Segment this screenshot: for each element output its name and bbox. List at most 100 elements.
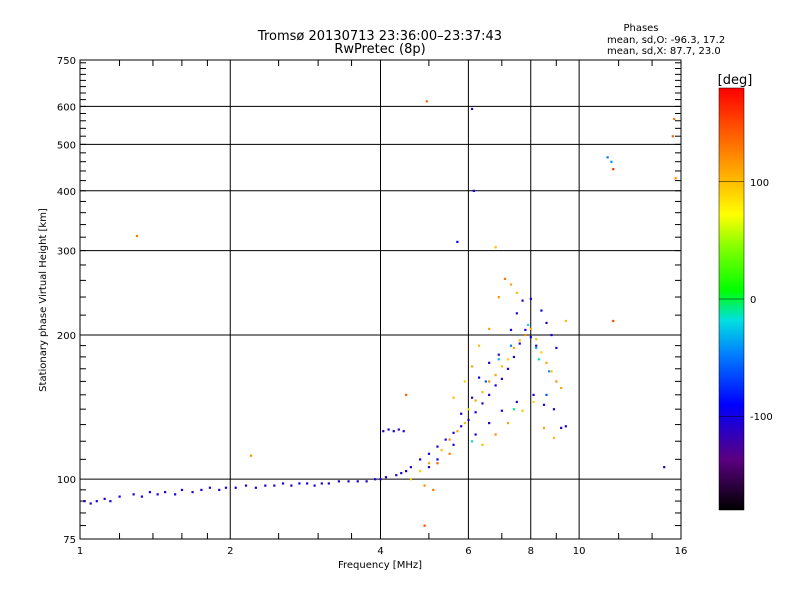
data-point — [673, 117, 676, 121]
data-point — [497, 296, 500, 299]
data-point — [452, 443, 455, 446]
x-tick-label: 2 — [227, 546, 233, 557]
data-point — [555, 380, 558, 383]
data-point — [135, 234, 139, 238]
data-point — [606, 156, 609, 159]
data-point — [494, 384, 497, 387]
data-point — [254, 486, 257, 489]
data-point — [488, 361, 491, 364]
data-point — [518, 339, 521, 342]
chart-title: Tromsø 20130713 23:36:00–23:37:43 — [257, 29, 502, 44]
data-point — [494, 246, 497, 249]
data-point — [118, 495, 121, 498]
data-point — [500, 409, 504, 412]
data-point — [560, 386, 563, 390]
data-point — [521, 299, 524, 302]
data-point — [148, 491, 152, 494]
data-point — [518, 342, 521, 345]
data-point — [481, 391, 484, 394]
grid-lines — [80, 60, 681, 539]
data-point — [537, 358, 540, 361]
data-point — [109, 500, 112, 503]
data-point — [356, 480, 359, 483]
data-point — [552, 436, 556, 439]
data-point — [612, 168, 615, 171]
data-point — [550, 333, 553, 337]
data-point — [298, 482, 301, 485]
data-point — [515, 312, 518, 315]
data-point — [191, 491, 194, 494]
data-point — [83, 500, 86, 503]
data-point — [387, 428, 390, 431]
data-point — [560, 426, 563, 430]
data-point — [474, 399, 477, 402]
data-point — [671, 135, 674, 138]
data-point — [208, 486, 212, 489]
data-point — [497, 353, 500, 356]
data-point — [327, 482, 330, 485]
legend-line-x: mean, sd,X: 87.7, 23.0 — [607, 46, 721, 57]
data-point — [427, 462, 431, 465]
data-point — [532, 400, 535, 404]
data-point — [347, 480, 350, 483]
data-point — [467, 408, 470, 411]
colorbar-tick-label: -100 — [750, 412, 773, 423]
data-point — [470, 107, 474, 111]
x-tick-label: 4 — [377, 546, 383, 557]
data-point — [244, 484, 248, 487]
data-point — [365, 480, 368, 483]
data-point — [506, 358, 510, 361]
data-point — [379, 478, 382, 481]
data-point — [470, 365, 474, 368]
data-point — [452, 431, 455, 434]
data-point — [552, 408, 556, 411]
data-point — [200, 488, 203, 492]
data-point — [140, 495, 144, 498]
data-point — [180, 488, 184, 492]
data-point — [535, 338, 538, 341]
data-point — [224, 486, 228, 489]
data-point — [405, 469, 408, 473]
y-tick-label: 600 — [57, 102, 76, 113]
data-point — [467, 418, 470, 422]
data-point — [515, 291, 518, 294]
data-point — [156, 493, 159, 496]
legend-heading: Phases — [623, 23, 658, 34]
data-point — [132, 493, 135, 496]
data-point — [550, 370, 553, 373]
data-point — [529, 297, 532, 300]
data-point — [384, 476, 388, 479]
data-point — [674, 177, 677, 180]
data-point — [444, 438, 447, 441]
data-point — [423, 484, 426, 487]
legend-line-o: mean, sd,O: -96.3, 17.2 — [607, 35, 725, 46]
colorbar-tick-label: 100 — [750, 178, 769, 189]
data-point — [234, 486, 237, 489]
data-point — [397, 428, 400, 431]
data-point — [423, 524, 426, 527]
data-point — [500, 377, 504, 380]
data-point — [564, 319, 567, 323]
x-tick-label: 1 — [77, 546, 83, 557]
data-point — [663, 466, 666, 469]
data-point — [488, 327, 491, 331]
data-point — [313, 484, 316, 487]
data-point — [456, 240, 459, 243]
x-tick-label: 16 — [675, 546, 688, 557]
data-point — [494, 373, 497, 377]
y-tick-labels: 75 100 200 300 400 500 600 750 — [57, 56, 76, 546]
data-point — [281, 482, 285, 485]
data-point — [547, 370, 551, 373]
data-point — [395, 474, 398, 477]
y-tick-label: 750 — [57, 56, 76, 67]
data-point — [218, 488, 221, 492]
data-point — [532, 393, 535, 397]
data-point — [481, 402, 484, 405]
data-point — [474, 411, 477, 414]
data-point — [488, 380, 491, 383]
data-point — [460, 412, 463, 415]
chart-subtitle: RwPretec (8p) — [334, 42, 425, 57]
data-point — [392, 430, 395, 433]
data-point — [529, 327, 532, 331]
data-point — [477, 344, 481, 347]
